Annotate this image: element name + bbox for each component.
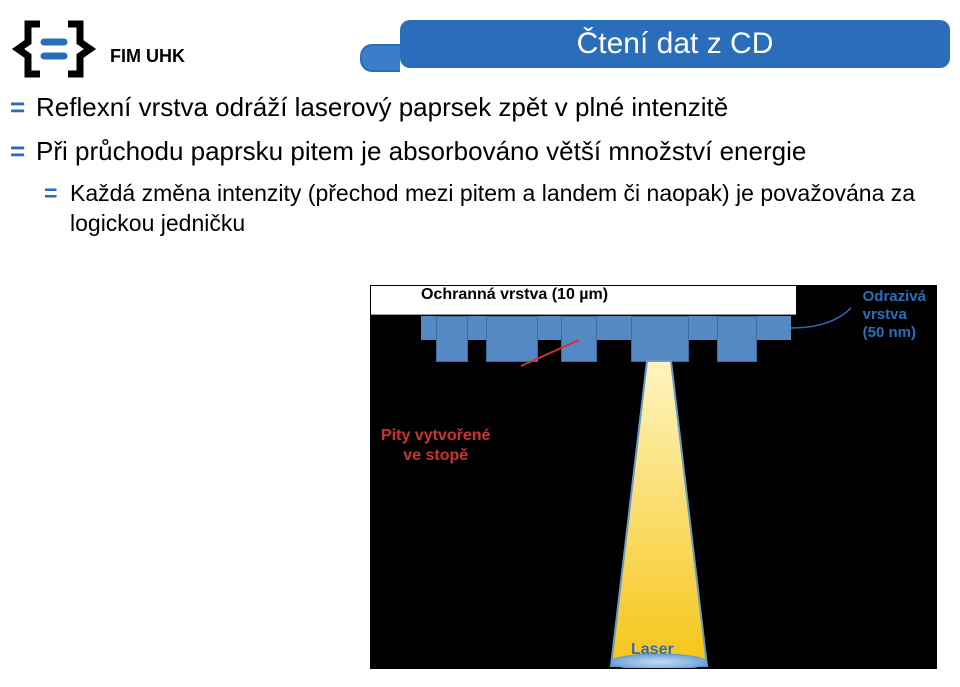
- sub-bullet-text: Každá změna intenzity (přechod mezi pite…: [70, 178, 950, 238]
- cd-diagram: Ochranná vrstva (10 µm) Odrazivávrstva(5…: [370, 285, 937, 669]
- label-laser: Laser: [631, 641, 674, 659]
- laser-beam: [371, 286, 936, 668]
- logo: [10, 14, 98, 89]
- bullet-marker: =: [10, 90, 36, 124]
- bullet-marker: =: [44, 178, 70, 208]
- content: = Reflexní vrstva odráží laserový paprse…: [10, 90, 950, 248]
- title-tab: [360, 44, 400, 72]
- header: FIM UHK Čtení dat z CD: [10, 14, 950, 74]
- bullet-marker: =: [10, 134, 36, 168]
- title-bar: Čtení dat z CD: [400, 20, 950, 68]
- page-title: Čtení dat z CD: [577, 27, 774, 61]
- sub-bullet-row: = Každá změna intenzity (přechod mezi pi…: [44, 178, 950, 238]
- bullet-text: Reflexní vrstva odráží laserový paprsek …: [36, 90, 728, 124]
- logo-text: FIM UHK: [110, 46, 185, 67]
- bullet-row: = Reflexní vrstva odráží laserový paprse…: [10, 90, 950, 124]
- bullet-row: = Při průchodu paprsku pitem je absorbov…: [10, 134, 950, 168]
- bullet-text: Při průchodu paprsku pitem je absorbován…: [36, 134, 806, 168]
